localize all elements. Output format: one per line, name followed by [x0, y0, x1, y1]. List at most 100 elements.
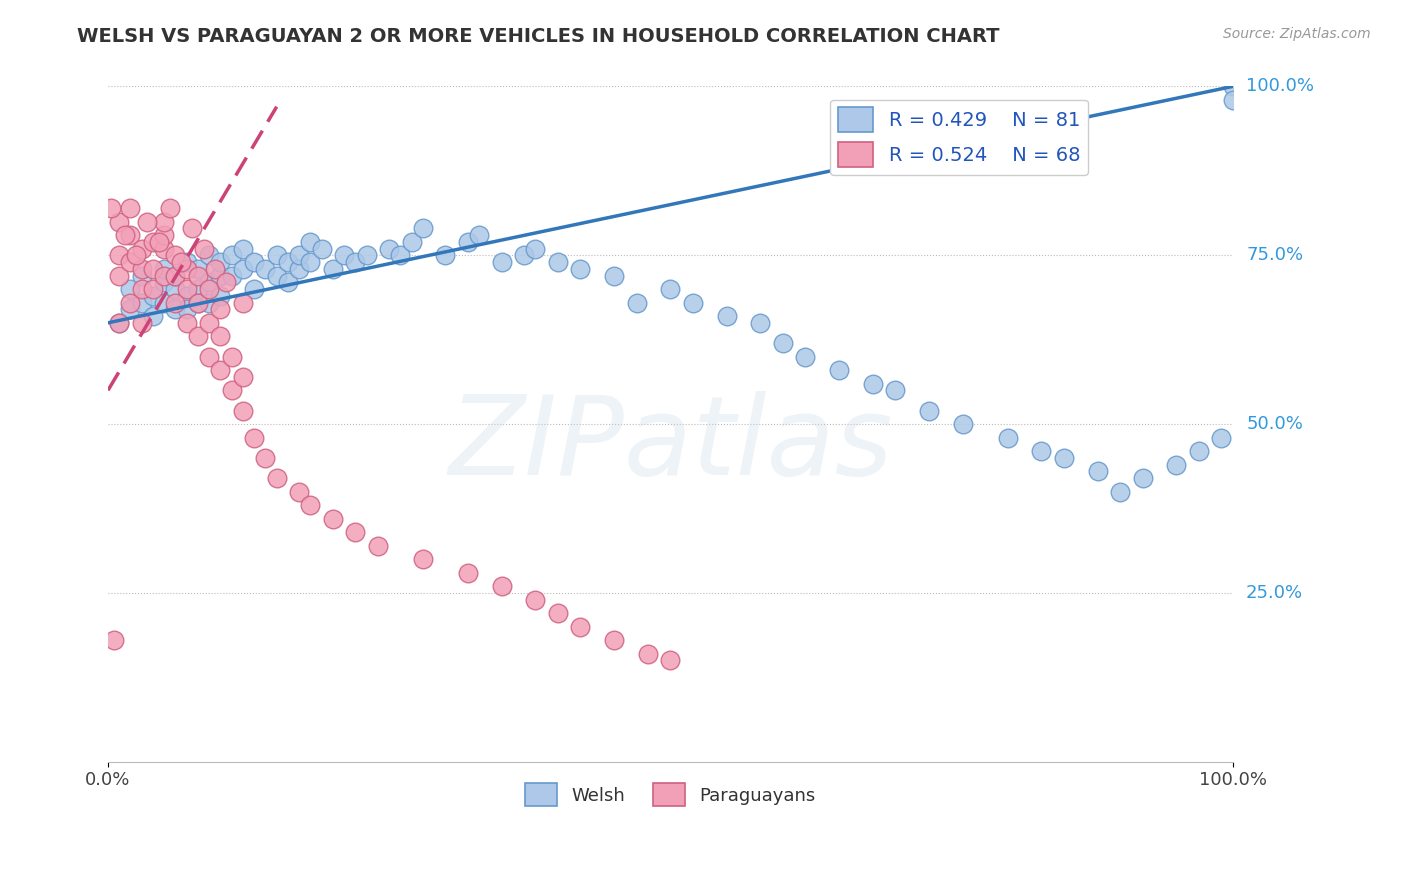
Point — [204, 261, 226, 276]
Point — [659, 282, 682, 296]
Point — [193, 242, 215, 256]
Point — [322, 261, 344, 276]
Point — [108, 214, 131, 228]
Point — [626, 295, 648, 310]
Point — [209, 255, 232, 269]
Point — [266, 471, 288, 485]
Point — [221, 248, 243, 262]
Point — [491, 579, 513, 593]
Point — [1087, 464, 1109, 478]
Point — [288, 261, 311, 276]
Point — [176, 261, 198, 276]
Point — [120, 302, 142, 317]
Point — [344, 525, 367, 540]
Point — [468, 227, 491, 242]
Point — [794, 350, 817, 364]
Point — [232, 242, 254, 256]
Point — [114, 227, 136, 242]
Point — [165, 295, 187, 310]
Text: 75.0%: 75.0% — [1246, 246, 1303, 264]
Point — [401, 235, 423, 249]
Point — [1166, 458, 1188, 472]
Point — [198, 275, 221, 289]
Point — [266, 268, 288, 283]
Point — [603, 633, 626, 648]
Point — [637, 647, 659, 661]
Point — [176, 289, 198, 303]
Point — [243, 255, 266, 269]
Point — [176, 255, 198, 269]
Point — [232, 261, 254, 276]
Point — [176, 316, 198, 330]
Point — [344, 255, 367, 269]
Point — [153, 295, 176, 310]
Point — [108, 248, 131, 262]
Point — [209, 268, 232, 283]
Point — [187, 282, 209, 296]
Point — [524, 242, 547, 256]
Point — [153, 214, 176, 228]
Point — [131, 282, 153, 296]
Point — [176, 302, 198, 317]
Point — [288, 484, 311, 499]
Point — [131, 261, 153, 276]
Point — [165, 268, 187, 283]
Point — [142, 235, 165, 249]
Point — [682, 295, 704, 310]
Text: WELSH VS PARAGUAYAN 2 OR MORE VEHICLES IN HOUSEHOLD CORRELATION CHART: WELSH VS PARAGUAYAN 2 OR MORE VEHICLES I… — [77, 27, 1000, 45]
Point — [266, 248, 288, 262]
Point — [131, 316, 153, 330]
Point — [153, 227, 176, 242]
Point — [232, 295, 254, 310]
Point — [142, 261, 165, 276]
Point — [243, 282, 266, 296]
Point — [389, 248, 412, 262]
Point — [547, 255, 569, 269]
Point — [198, 282, 221, 296]
Point — [232, 369, 254, 384]
Point — [1109, 484, 1132, 499]
Point — [569, 620, 592, 634]
Text: 50.0%: 50.0% — [1246, 415, 1303, 434]
Point — [125, 248, 148, 262]
Point — [198, 316, 221, 330]
Point — [299, 235, 322, 249]
Point — [181, 221, 204, 235]
Text: 100.0%: 100.0% — [1246, 78, 1315, 95]
Point — [142, 282, 165, 296]
Point — [108, 316, 131, 330]
Point — [457, 235, 479, 249]
Point — [603, 268, 626, 283]
Point — [103, 633, 125, 648]
Point — [412, 221, 434, 235]
Point — [333, 248, 356, 262]
Point — [165, 248, 187, 262]
Point — [299, 498, 322, 512]
Point — [659, 653, 682, 667]
Text: Source: ZipAtlas.com: Source: ZipAtlas.com — [1223, 27, 1371, 41]
Point — [862, 376, 884, 391]
Point — [524, 592, 547, 607]
Point — [131, 268, 153, 283]
Point — [187, 261, 209, 276]
Point — [120, 201, 142, 215]
Point — [153, 261, 176, 276]
Point — [131, 242, 153, 256]
Point — [120, 255, 142, 269]
Point — [434, 248, 457, 262]
Text: ZIPatlas: ZIPatlas — [449, 391, 893, 498]
Point — [221, 268, 243, 283]
Point — [120, 227, 142, 242]
Point — [209, 289, 232, 303]
Text: 25.0%: 25.0% — [1246, 584, 1303, 602]
Point — [209, 363, 232, 377]
Point — [513, 248, 536, 262]
Point — [1188, 444, 1211, 458]
Point — [209, 329, 232, 343]
Point — [1211, 431, 1233, 445]
Point — [131, 295, 153, 310]
Point — [153, 242, 176, 256]
Point — [148, 235, 170, 249]
Point — [120, 282, 142, 296]
Point — [120, 295, 142, 310]
